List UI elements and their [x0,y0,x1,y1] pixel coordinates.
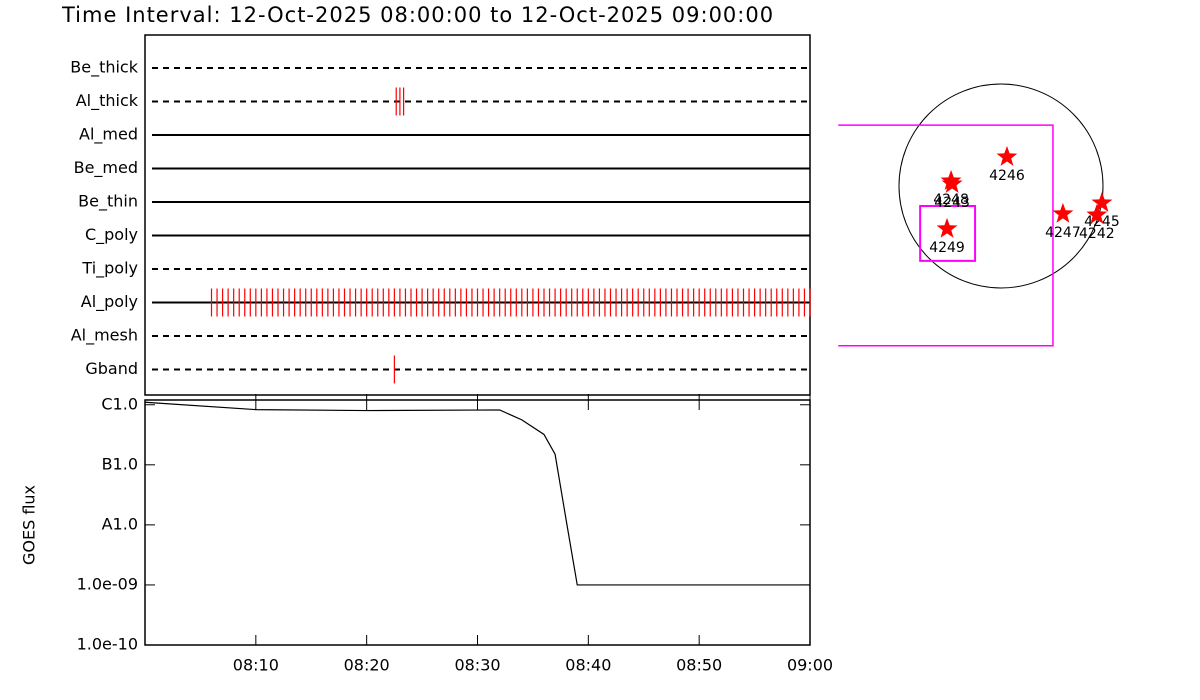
active-region [1086,204,1108,224]
region-label: 4249 [929,240,965,256]
y-tick-label: 1.0e-10 [77,635,138,654]
y-axis-label: GOES flux [20,485,39,565]
filter-label: C_poly [85,225,138,245]
y-tick-label: B1.0 [102,454,138,473]
goes-frame [144,399,811,646]
region-label: 4246 [989,168,1025,184]
active-region [1052,202,1074,223]
fov-box [919,204,977,262]
active-region [996,146,1018,166]
filter-label: Al_poly [81,292,138,312]
x-tick-label: 08:10 [233,656,279,675]
filter-label: Be_thin [78,192,138,212]
region-label: 4247 [1045,225,1081,241]
active-region [941,173,963,193]
x-tick-label: 08:30 [454,656,500,675]
filter-label: Al_mesh [71,326,138,346]
filter-label: Al_med [79,125,138,145]
y-tick-label: C1.0 [101,394,138,413]
solar-limb [898,83,1104,289]
active-region [936,217,958,238]
filter-label: Gband [85,359,138,378]
region-label: 4248 [933,192,969,208]
x-tick-label: 09:00 [787,656,833,675]
y-tick-label: A1.0 [102,514,138,533]
x-tick-label: 08:20 [344,656,390,675]
x-tick-label: 08:50 [676,656,722,675]
x-tick-label: 08:40 [565,656,611,675]
filter-label: Ti_poly [81,259,138,279]
goes-line [144,401,810,586]
filter-label: Al_thick [76,91,139,111]
active-region [1091,192,1113,212]
y-tick-label: 1.0e-09 [77,574,138,593]
region-label: 4242 [1079,226,1115,242]
filter-label: Be_med [74,158,138,178]
fov-box [838,124,1054,347]
chart-title: Time Interval: 12-Oct-2025 08:00:00 to 1… [61,3,774,27]
timeline-frame [144,34,811,396]
region-label: 4243 [934,195,970,211]
filter-label: Be_thick [70,58,138,78]
